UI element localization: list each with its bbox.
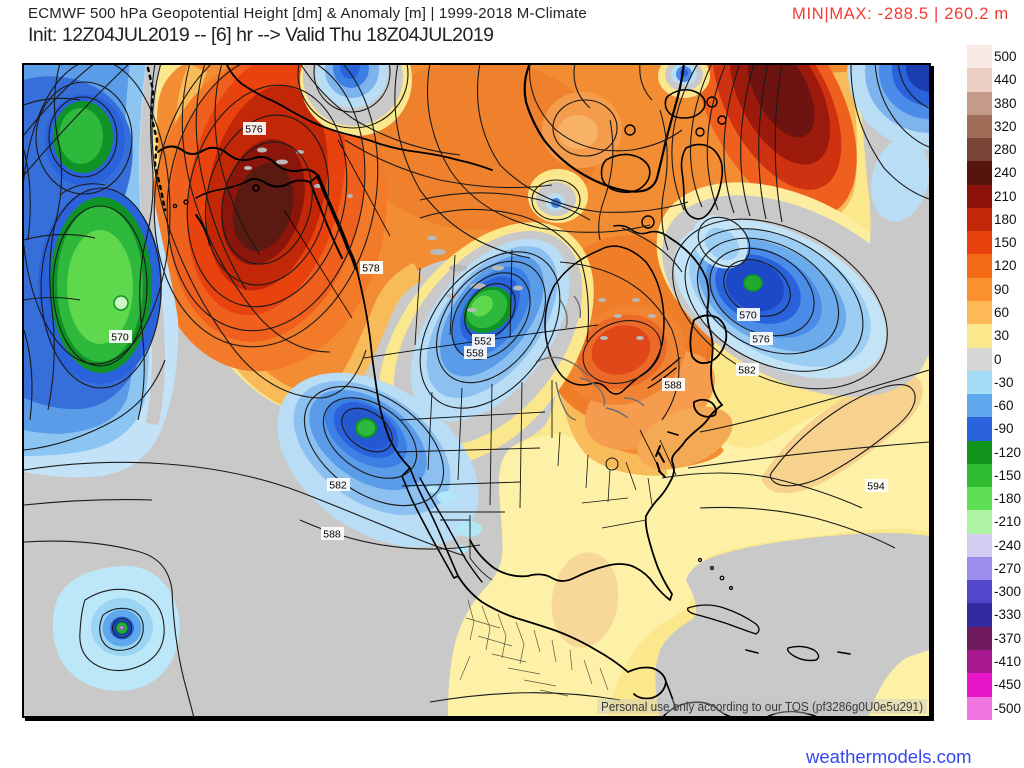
svg-text:570: 570 — [111, 332, 129, 344]
svg-text:588: 588 — [664, 380, 682, 392]
svg-text:588: 588 — [323, 529, 341, 541]
svg-text:558: 558 — [466, 348, 484, 360]
svg-text:594: 594 — [867, 481, 885, 493]
svg-text:570: 570 — [739, 310, 757, 322]
svg-text:576: 576 — [752, 334, 770, 346]
svg-text:582: 582 — [329, 480, 347, 492]
svg-text:Personal use only according to: Personal use only according to our TOS (… — [601, 700, 923, 714]
svg-text:552: 552 — [474, 336, 492, 348]
svg-text:576: 576 — [245, 124, 263, 136]
svg-text:582: 582 — [738, 365, 756, 377]
svg-text:578: 578 — [362, 263, 380, 275]
